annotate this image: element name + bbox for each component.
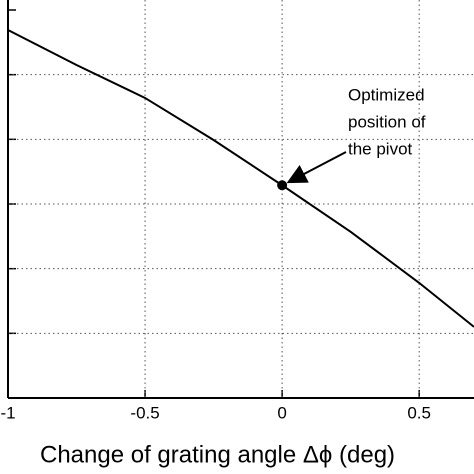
highlight-point <box>277 180 288 191</box>
x-tick-label: -1 <box>0 403 15 422</box>
annotation-arrow <box>286 151 347 184</box>
annotation: the pivot <box>348 139 413 158</box>
line-series <box>8 29 474 328</box>
x-tick-label: -0.5 <box>130 403 159 422</box>
x-tick-label: 0.5 <box>407 403 431 422</box>
x-axis-label: Change of grating angle Δϕ (deg) <box>40 441 395 468</box>
plot <box>8 29 474 328</box>
grid <box>7 0 474 399</box>
annotation: position of <box>348 112 426 131</box>
annotation: Optimized <box>348 85 425 104</box>
x-tick-label: 0 <box>277 403 286 422</box>
